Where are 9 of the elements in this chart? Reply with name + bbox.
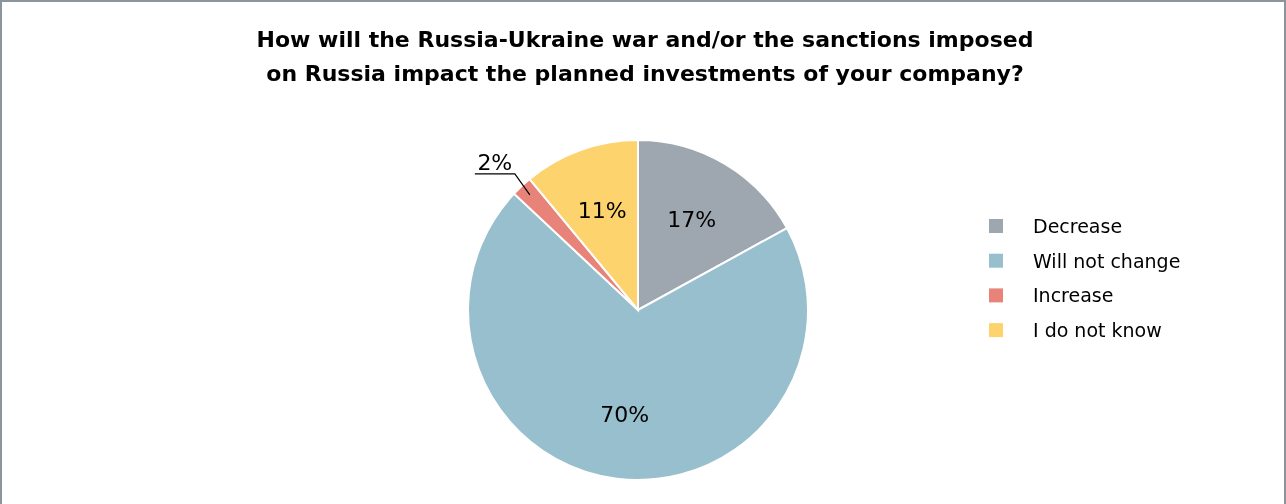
legend-label: Will not change	[1033, 249, 1181, 272]
data-label: 2%	[477, 149, 513, 175]
chart-title: How will the Russia-Ukraine war and/or the sanctions imposed on Russia impact the planned investments of your company?	[256, 27, 1034, 86]
legend-label: Increase	[1033, 284, 1114, 307]
legend-label: I do not know	[1033, 319, 1162, 342]
data-label: 17%	[667, 206, 717, 232]
data-label: 11%	[577, 198, 627, 224]
legend-label: Decrease	[1033, 215, 1123, 237]
data-label: 70%	[600, 402, 650, 428]
